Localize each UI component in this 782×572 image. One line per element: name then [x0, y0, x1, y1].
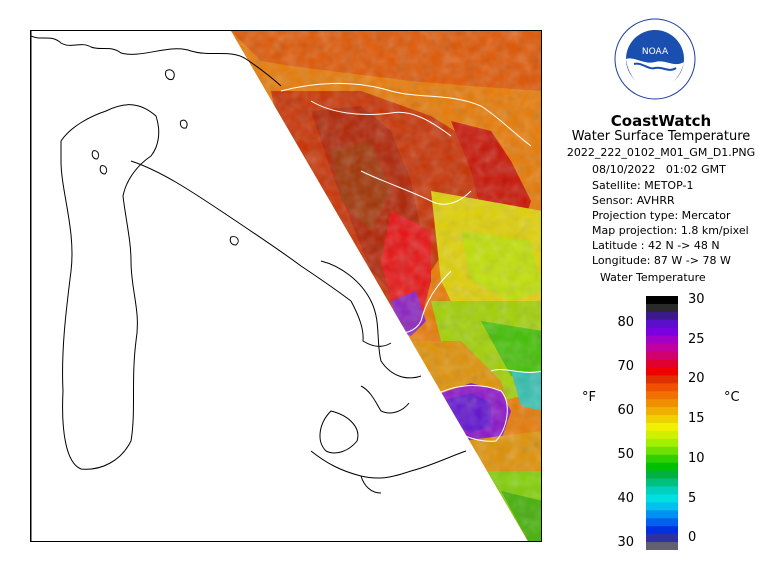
tick-fahrenheit: 40 — [617, 491, 634, 506]
product-time: 01:02 GMT — [665, 163, 726, 176]
colorbar-swatch — [646, 502, 678, 511]
temperature-colorbar — [646, 296, 678, 550]
colorbar-swatch — [646, 423, 678, 432]
colorbar-swatch — [646, 510, 678, 519]
metadata-label: Sensor: — [592, 194, 634, 207]
tick-celsius: 15 — [688, 411, 705, 427]
colorbar-swatch — [646, 383, 678, 392]
metadata-value: Mercator — [678, 209, 731, 222]
metadata-row: Longitude: 87 W -> 78 W — [592, 254, 731, 267]
metadata-value: AVHRR — [633, 194, 675, 207]
metadata-label: Latitude : — [592, 239, 645, 252]
tick-fahrenheit: 50 — [617, 447, 634, 462]
metadata-value: 87 W -> 78 W — [650, 254, 731, 267]
metadata-row: Map projection: 1.8 km/pixel — [592, 224, 749, 237]
metadata-value: 1.8 km/pixel — [677, 224, 749, 237]
colorbar-swatch — [646, 296, 678, 305]
colorbar-swatch — [646, 311, 678, 321]
colorbar-swatch — [646, 367, 678, 376]
product-datetime: 08/10/2022 01:02 GMT — [592, 163, 726, 176]
metadata-row: Latitude : 42 N -> 48 N — [592, 239, 720, 252]
colorbar-swatch — [646, 407, 678, 416]
tick-celsius: 0 — [688, 530, 697, 546]
legend-title: Water Temperature — [600, 271, 706, 284]
land-coastlines — [31, 31, 467, 541]
unit-fahrenheit: °F — [582, 390, 596, 405]
colorbar-swatch — [646, 470, 678, 480]
colorbar-swatch — [646, 343, 678, 353]
colorbar-swatch — [646, 335, 678, 345]
sst-map — [30, 30, 542, 542]
colorbar-swatch — [646, 462, 678, 472]
colorbar-swatch — [646, 415, 678, 424]
metadata-label: Satellite: — [592, 179, 641, 192]
noaa-logo: NOAA — [614, 18, 696, 100]
unit-celsius: °C — [724, 390, 740, 405]
tick-celsius: 5 — [688, 490, 697, 506]
metadata-value: 42 N -> 48 N — [644, 239, 720, 252]
product-title: CoastWatch — [610, 112, 712, 130]
product-date: 08/10/2022 — [592, 163, 656, 176]
colorbar-swatch — [646, 375, 678, 384]
logo-text: NOAA — [642, 47, 669, 57]
tick-fahrenheit: 60 — [617, 403, 634, 418]
tick-celsius: 20 — [688, 371, 705, 387]
tick-celsius: 25 — [688, 331, 705, 347]
colorbar-swatch — [646, 359, 678, 368]
colorbar-swatch — [646, 319, 678, 329]
colorbar-swatch — [646, 526, 678, 535]
product-subtitle: Water Surface Temperature — [571, 129, 751, 144]
colorbar-swatch — [646, 327, 678, 337]
colorbar-swatch — [646, 391, 678, 400]
map-canvas — [31, 31, 541, 541]
product-filename: 2022_222_0102_M01_GM_D1.PNG — [566, 146, 756, 159]
colorbar-swatch — [646, 430, 678, 440]
metadata-label: Longitude: — [592, 254, 651, 267]
metadata-label: Map projection: — [592, 224, 678, 237]
colorbar-swatch — [646, 478, 678, 487]
tick-fahrenheit: 30 — [617, 535, 634, 550]
tick-celsius: 10 — [688, 450, 705, 466]
colorbar-swatch — [646, 446, 678, 456]
colorbar-swatch — [646, 534, 678, 543]
metadata-label: Projection type: — [592, 209, 679, 222]
tick-celsius: 30 — [688, 292, 705, 307]
metadata-value: METOP-1 — [640, 179, 694, 192]
colorbar-swatch — [646, 486, 678, 495]
tick-fahrenheit: 70 — [617, 359, 634, 374]
metadata-row: Projection type: Mercator — [592, 209, 731, 222]
colorbar-swatch — [646, 494, 678, 503]
colorbar-swatch — [646, 399, 678, 408]
colorbar-swatch — [646, 351, 678, 360]
colorbar-swatch — [646, 303, 678, 313]
colorbar-swatch — [646, 542, 678, 550]
satellite-swath — [231, 31, 541, 541]
metadata-row: Sensor: AVHRR — [592, 194, 675, 207]
colorbar-swatch — [646, 438, 678, 448]
metadata-row: Satellite: METOP-1 — [592, 179, 693, 192]
colorbar-swatch — [646, 518, 678, 527]
colorbar-swatch — [646, 454, 678, 464]
tick-fahrenheit: 80 — [617, 315, 634, 330]
swath-coastlines — [280, 82, 541, 442]
